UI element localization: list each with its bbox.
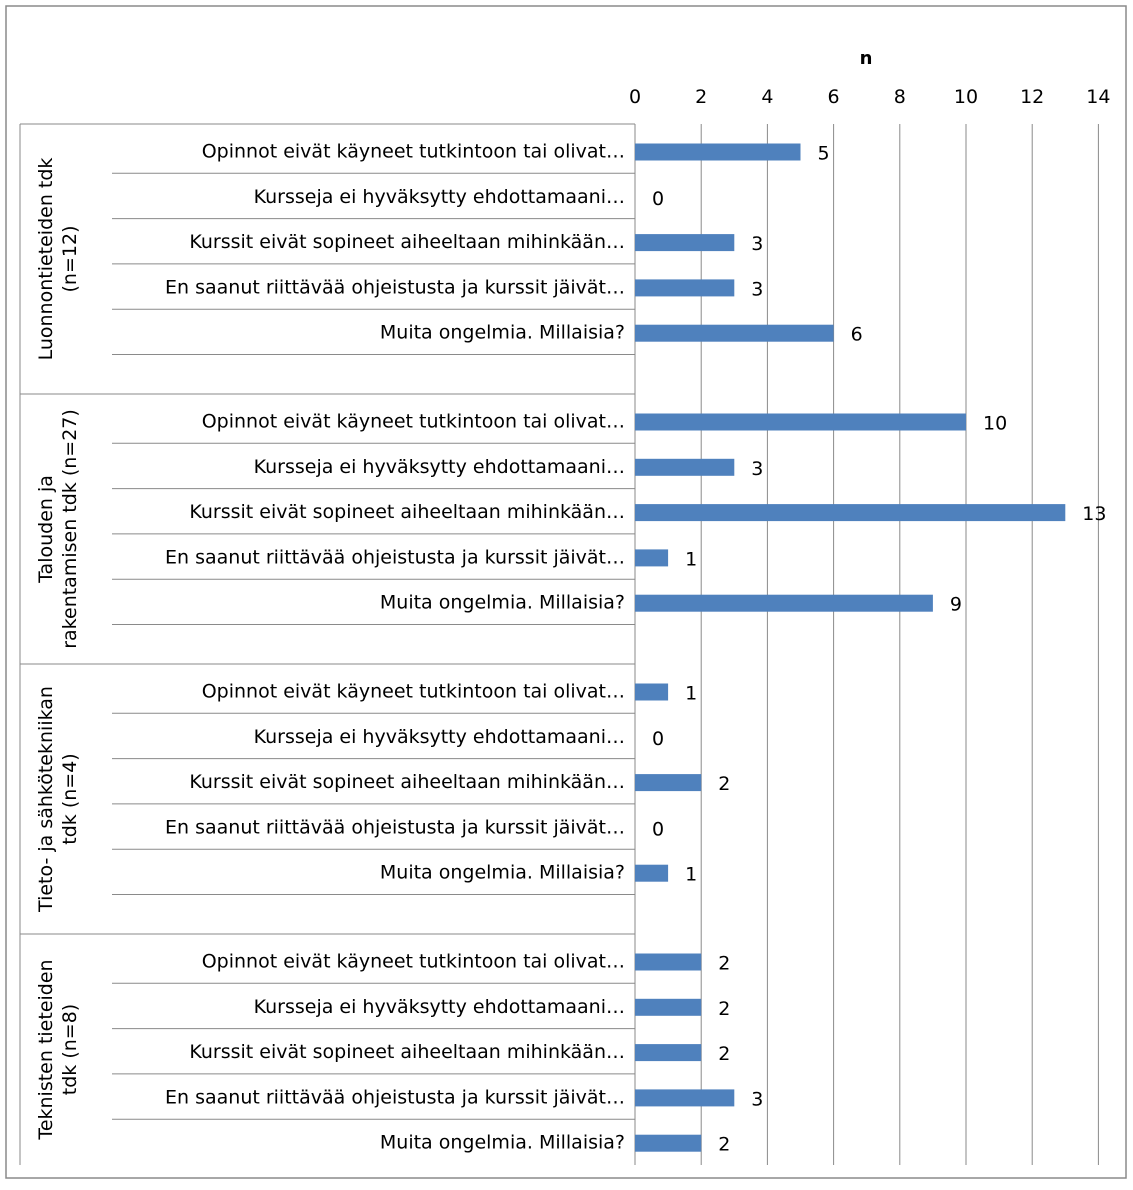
data-label: 1: [685, 683, 697, 705]
gridlines: [634, 124, 1099, 1165]
group-label: Talouden ja rakentamisen tdk (n=27): [35, 409, 81, 649]
data-label: 13: [1082, 503, 1106, 525]
bar: [635, 774, 702, 792]
group-label: Teknisten tieteiden tdk (n=8): [35, 959, 81, 1140]
category-label: Opinnot eivät käyneet tutkintoon tai oli…: [202, 141, 625, 163]
bar: [635, 594, 933, 612]
data-label: 1: [685, 548, 697, 570]
x-axis-title: n: [860, 48, 873, 69]
category-label: Kursseja ei hyväksytty ehdottamaani…: [254, 186, 625, 208]
data-label: 1: [685, 864, 697, 886]
bar: [635, 1044, 702, 1062]
x-tick-label: 12: [1020, 86, 1044, 108]
data-label: 3: [751, 233, 763, 255]
category-label: Opinnot eivät käyneet tutkintoon tai oli…: [202, 681, 625, 703]
bar: [635, 504, 1066, 522]
category-label: Kurssit eivät sopineet aiheeltaan mihink…: [189, 501, 625, 523]
category-label: Kurssit eivät sopineet aiheeltaan mihink…: [189, 771, 625, 793]
data-label: 3: [751, 458, 763, 480]
data-label: 2: [718, 1043, 730, 1065]
category-label: Kurssit eivät sopineet aiheeltaan mihink…: [189, 231, 625, 253]
data-label: 9: [950, 594, 962, 616]
data-label: 2: [718, 953, 730, 975]
data-label: 3: [751, 278, 763, 300]
category-label: Muita ongelmia. Millaisia?: [380, 862, 625, 884]
data-label: 2: [718, 998, 730, 1020]
data-label: 0: [652, 818, 664, 840]
bar: [635, 1134, 702, 1152]
data-label: 5: [818, 143, 830, 165]
group-label: Tieto- ja sähkötekniikan tdk (n=4): [35, 686, 81, 913]
x-tick-label: 4: [761, 86, 773, 108]
bar: [635, 279, 735, 297]
category-label: Muita ongelmia. Millaisia?: [380, 322, 625, 344]
category-separators: [19, 123, 635, 1165]
category-label: En saanut riittävää ohjeistusta ja kurss…: [165, 276, 625, 298]
chart-frame: [5, 5, 1127, 1179]
x-tick-label: 2: [695, 86, 707, 108]
data-label: 0: [652, 728, 664, 750]
bar: [635, 413, 966, 431]
category-label: En saanut riittävää ohjeistusta ja kurss…: [165, 546, 625, 568]
bar: [635, 953, 702, 971]
bar: [635, 683, 669, 701]
data-label: 10: [983, 413, 1007, 435]
category-label: Kurssit eivät sopineet aiheeltaan mihink…: [189, 1041, 625, 1063]
x-tick-label: 14: [1086, 86, 1110, 108]
category-label: Kursseja ei hyväksytty ehdottamaani…: [254, 996, 625, 1018]
x-tick-label: 6: [828, 86, 840, 108]
data-label: 2: [718, 1134, 730, 1156]
group-label: Luonnontieteiden tdk (n=12): [35, 158, 81, 361]
data-label: 6: [851, 324, 863, 346]
category-label: En saanut riittävää ohjeistusta ja kurss…: [165, 1086, 625, 1108]
x-tick-label: 0: [629, 86, 641, 108]
x-tick-label: 8: [894, 86, 906, 108]
category-label: En saanut riittävää ohjeistusta ja kurss…: [165, 816, 625, 838]
bars: [635, 143, 1066, 1152]
category-label: Opinnot eivät käyneet tutkintoon tai oli…: [202, 411, 625, 433]
bar: [635, 143, 801, 161]
bar: [635, 998, 702, 1016]
data-label: 2: [718, 773, 730, 795]
bar: [635, 1089, 735, 1107]
category-label: Opinnot eivät käyneet tutkintoon tai oli…: [202, 951, 625, 973]
category-label: Muita ongelmia. Millaisia?: [380, 592, 625, 614]
bar: [635, 549, 669, 567]
bar: [635, 324, 834, 342]
bar: [635, 234, 735, 252]
category-label: Kursseja ei hyväksytty ehdottamaani…: [254, 456, 625, 478]
bar: [635, 864, 669, 882]
bar: [635, 458, 735, 476]
data-label: 3: [751, 1088, 763, 1110]
data-label: 0: [652, 188, 664, 210]
category-label: Muita ongelmia. Millaisia?: [380, 1132, 625, 1154]
category-label: Kursseja ei hyväksytty ehdottamaani…: [254, 726, 625, 748]
x-tick-label: 10: [954, 86, 978, 108]
